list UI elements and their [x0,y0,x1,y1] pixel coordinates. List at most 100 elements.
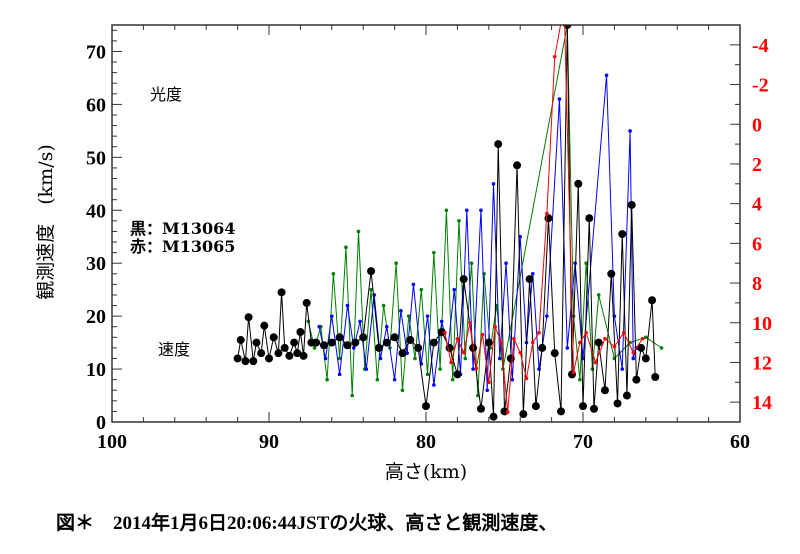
data-point [562,3,566,7]
data-point [584,261,588,266]
data-point [260,321,269,330]
data-point [463,356,468,361]
data-point [525,275,534,284]
data-point [604,73,609,78]
data-point [443,330,447,335]
data-point [469,261,474,266]
data-point [280,343,289,352]
data-point [504,261,508,266]
data-point [439,319,444,324]
data-point [330,314,334,318]
data-point [269,333,278,342]
data-point [489,412,498,421]
series-layer [233,3,664,421]
data-point [394,261,398,266]
y2-tick-label: -4 [752,35,769,57]
annotation-velocity: 速度 [158,340,190,359]
y-tick-label: 50 [86,147,106,169]
data-point [249,357,258,366]
data-point [494,140,503,149]
data-point [233,354,242,363]
data-point [414,343,423,352]
data-point [476,404,485,413]
data-point [631,356,636,361]
data-point [622,330,626,335]
data-point [574,179,583,188]
data-point [445,343,454,352]
data-point [331,271,336,276]
data-point [461,350,466,355]
y2-tick-label: 10 [752,313,772,335]
y2-tick-label: -2 [752,75,769,97]
data-point [345,303,350,308]
data-point [422,402,430,411]
data-point [628,129,632,133]
data-point [530,271,535,276]
data-point [325,377,329,382]
y-tick-label: 30 [86,253,106,275]
data-point [384,324,389,329]
data-point [344,245,348,250]
data-point [603,336,607,341]
data-point [493,324,497,329]
data-point [378,356,383,361]
data-point [594,338,603,347]
data-point [399,309,403,313]
data-point [296,328,305,337]
x-axis-label: 高さ(km) [385,461,467,483]
data-point [293,349,302,358]
data-point [411,282,416,287]
y2-tick-label: 14 [752,392,772,414]
series-line-3 [444,25,644,413]
data-point [618,230,627,239]
data-point [351,346,356,350]
data-point [510,377,515,382]
data-point [429,338,438,347]
data-point [620,367,625,371]
data-point [552,54,557,59]
data-point [557,407,566,416]
data-point [613,399,622,408]
data-point [545,314,549,318]
data-point [323,356,328,361]
data-point [406,335,415,344]
data-point [432,250,436,255]
y-tick-label: 60 [86,94,106,116]
data-point [455,336,460,341]
data-point [565,346,570,350]
data-point [398,349,407,358]
data-point [607,269,616,278]
data-point [413,356,417,361]
data-point [382,338,391,347]
data-point [459,275,468,284]
data-point [337,372,342,377]
data-point [317,324,322,329]
data-point [484,338,493,347]
y2-tick-label: 12 [752,352,772,374]
data-point [367,267,376,276]
data-point [465,208,469,213]
data-point [513,161,522,170]
data-point [432,383,436,387]
data-point [571,370,576,375]
data-point [590,367,595,371]
data-point [457,219,461,223]
x-tick-label: 70 [573,431,593,453]
data-point [632,375,641,384]
y-tick-label: 0 [96,412,106,434]
y-tick-label: 40 [86,200,106,222]
x-tick-label: 60 [730,431,750,453]
data-point [545,211,549,216]
data-point [497,356,502,361]
data-point [659,346,664,350]
data-point [285,351,294,360]
data-point [452,287,457,292]
data-point [274,349,283,358]
series-line-0 [307,25,662,396]
legend-black: 黒：M13064 [130,219,235,238]
data-point [644,335,648,340]
data-point [557,97,562,101]
data-point [596,293,601,297]
x-tick-label: 80 [416,431,436,453]
data-point [265,354,273,363]
